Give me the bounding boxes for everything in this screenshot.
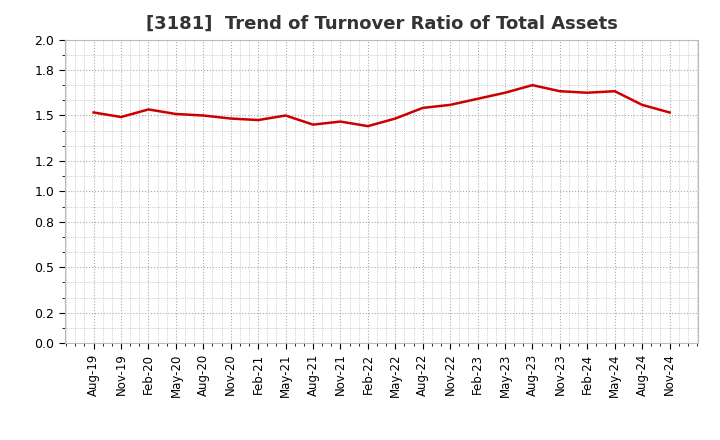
Title: [3181]  Trend of Turnover Ratio of Total Assets: [3181] Trend of Turnover Ratio of Total … — [145, 15, 618, 33]
